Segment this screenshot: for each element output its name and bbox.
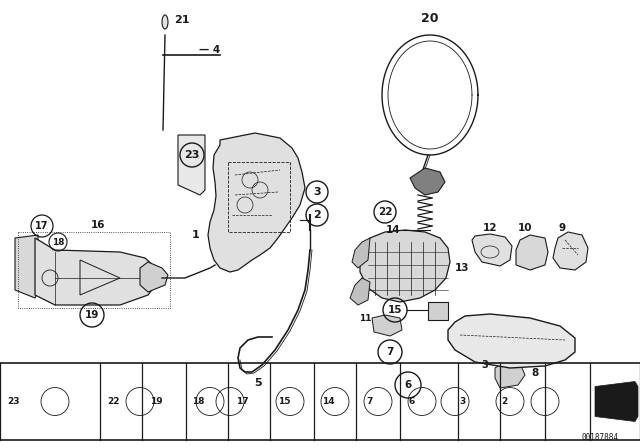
Polygon shape xyxy=(178,135,205,195)
Text: 6: 6 xyxy=(409,397,415,406)
Text: 13: 13 xyxy=(455,263,469,273)
Text: 15: 15 xyxy=(388,305,403,315)
Text: 15: 15 xyxy=(278,397,291,406)
Polygon shape xyxy=(428,302,448,320)
Text: 3: 3 xyxy=(482,360,488,370)
Polygon shape xyxy=(360,230,450,302)
Text: 2: 2 xyxy=(313,210,321,220)
Text: 12: 12 xyxy=(483,223,497,233)
Text: 23: 23 xyxy=(184,150,200,160)
Polygon shape xyxy=(553,232,588,270)
Polygon shape xyxy=(595,382,638,422)
Text: 22: 22 xyxy=(108,397,120,406)
Text: 21: 21 xyxy=(174,15,189,25)
Text: 14: 14 xyxy=(322,397,334,406)
Text: 9: 9 xyxy=(559,223,566,233)
Text: 10: 10 xyxy=(518,223,532,233)
Text: 3: 3 xyxy=(459,397,465,406)
Polygon shape xyxy=(208,133,305,272)
Text: 11: 11 xyxy=(359,314,371,323)
Text: 19: 19 xyxy=(150,397,163,406)
Text: 1: 1 xyxy=(192,230,200,240)
Text: 17: 17 xyxy=(35,221,49,231)
Text: 18: 18 xyxy=(52,237,64,246)
Polygon shape xyxy=(495,360,525,388)
Text: 20: 20 xyxy=(421,12,439,25)
Text: 8: 8 xyxy=(531,368,539,378)
Polygon shape xyxy=(140,262,168,292)
Polygon shape xyxy=(372,315,402,336)
Text: 17: 17 xyxy=(236,397,248,406)
Text: 3: 3 xyxy=(313,187,321,197)
Text: 19: 19 xyxy=(85,310,99,320)
Text: 18: 18 xyxy=(192,397,204,406)
Polygon shape xyxy=(410,168,445,195)
Text: 2: 2 xyxy=(501,397,507,406)
Text: 7: 7 xyxy=(387,347,394,357)
Text: 23: 23 xyxy=(8,397,20,406)
Polygon shape xyxy=(448,314,575,368)
Text: 7: 7 xyxy=(367,397,373,406)
Text: 22: 22 xyxy=(378,207,392,217)
Text: 5: 5 xyxy=(254,378,262,388)
Polygon shape xyxy=(352,238,370,268)
Polygon shape xyxy=(35,238,158,305)
Text: — 4: — 4 xyxy=(200,45,221,55)
Ellipse shape xyxy=(162,15,168,29)
Polygon shape xyxy=(350,278,370,305)
Text: 6: 6 xyxy=(404,380,412,390)
Text: 16: 16 xyxy=(91,220,105,230)
Polygon shape xyxy=(15,235,38,298)
Text: 14: 14 xyxy=(386,225,400,235)
Text: 00187884: 00187884 xyxy=(582,433,618,442)
Polygon shape xyxy=(516,235,548,270)
Polygon shape xyxy=(472,234,512,266)
